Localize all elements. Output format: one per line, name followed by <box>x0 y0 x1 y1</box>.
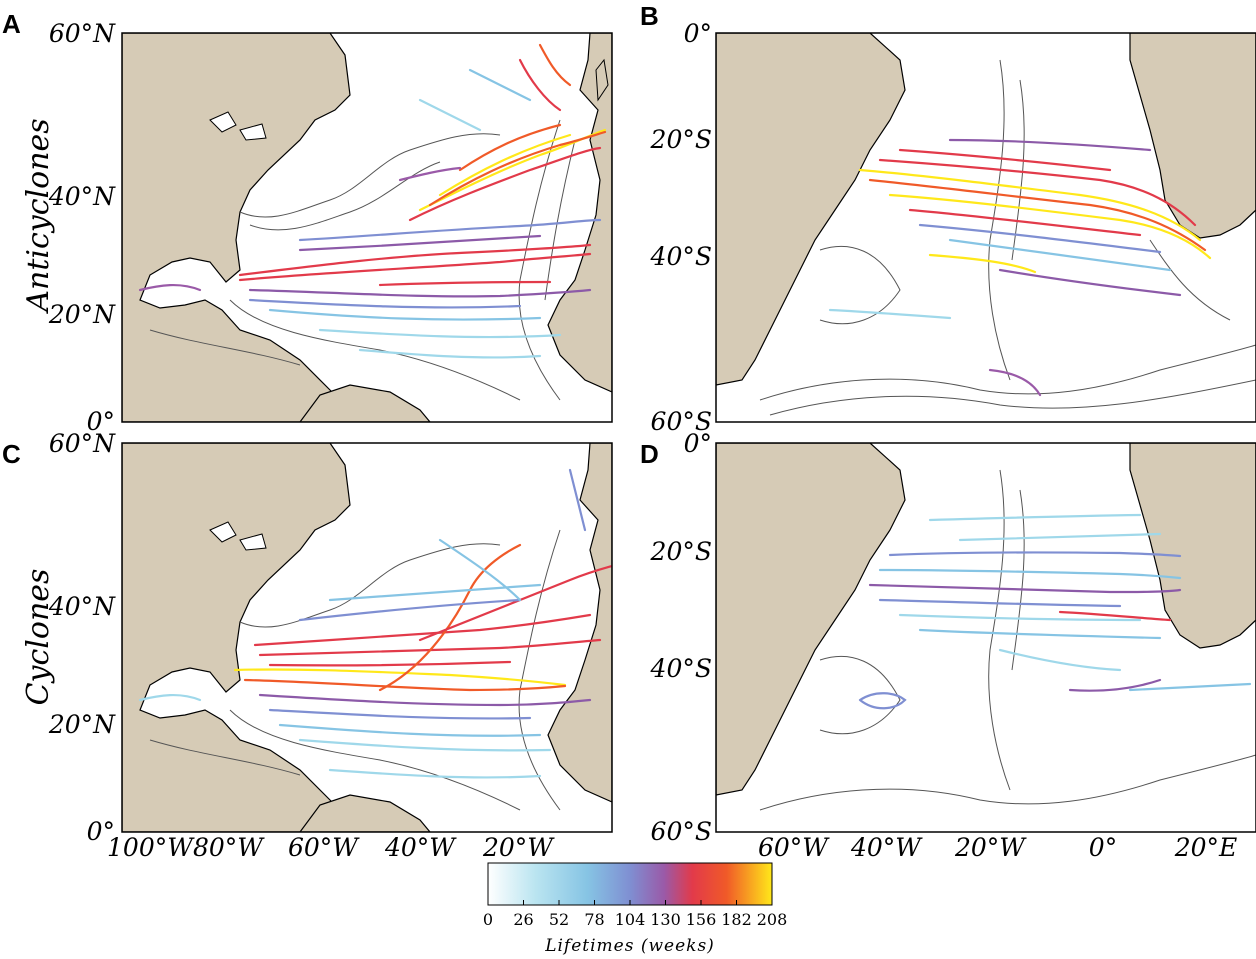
y-tick-d-2: 40°S <box>650 654 712 683</box>
x-tick-c-2: 60°W <box>288 833 360 862</box>
y-tick-d-3: 60°S <box>651 817 712 846</box>
x-tick-d-4: 20°E <box>1174 833 1238 862</box>
y-tick-d-1: 20°S <box>650 537 712 566</box>
y-tick-c-3: 0° <box>87 817 115 846</box>
colorbar-tick-label: 78 <box>584 910 604 929</box>
panel-a: A 60°N 40°N 20°N 0° <box>2 9 613 436</box>
landmass-africa <box>1129 443 1256 649</box>
colorbar-title: Lifetimes (weeks) <box>544 936 715 956</box>
panel-label-a: A <box>2 9 21 39</box>
panel-d: D 0° 20°S 40°S 60°S 60°W 40°W 20°W 0° 20… <box>640 429 1256 862</box>
x-tick-d-0: 60°W <box>758 833 830 862</box>
panel-label-d: D <box>640 439 659 469</box>
panel-c: C 60°N 40°N 20°N 0° 100°W 80°W 60°W 40°W… <box>2 429 613 862</box>
landmass-europe-africa <box>547 443 612 803</box>
y-tick-a-0: 60°N <box>49 19 116 48</box>
panel-b: B 0° 20°S 40°S 60°S <box>640 1 1256 436</box>
landmass-north-america <box>122 33 361 422</box>
colorbar-tick-label: 156 <box>686 910 717 929</box>
row-label-anticyclones: Anticyclones <box>21 118 56 314</box>
row-label-cyclones: Cyclones <box>21 569 56 706</box>
y-tick-c-0: 60°N <box>49 429 116 458</box>
y-tick-a-3: 0° <box>87 407 115 436</box>
landmass-south-america <box>299 794 431 832</box>
y-tick-a-1: 40°N <box>48 182 116 211</box>
colorbar-tick-label: 26 <box>513 910 533 929</box>
x-tick-d-2: 20°W <box>954 833 1027 862</box>
y-tick-a-2: 20°N <box>48 300 116 329</box>
landmass-north-america <box>122 443 361 832</box>
colorbar-tick-label: 0 <box>483 910 493 929</box>
x-tick-c-0: 100°W <box>107 833 195 862</box>
x-tick-c-4: 20°W <box>482 833 555 862</box>
x-tick-c-3: 40°W <box>384 833 457 862</box>
y-tick-b-1: 20°S <box>650 125 712 154</box>
colorbar: 0 26 52 78 104 130 156 182 208 Lifetimes (weeks) <box>483 862 788 956</box>
landmass-south-america <box>299 384 431 422</box>
x-tick-d-3: 0° <box>1089 833 1117 862</box>
landmass-europe-africa <box>547 33 612 393</box>
y-tick-c-1: 40°N <box>48 592 116 621</box>
y-tick-b-2: 40°S <box>650 242 712 271</box>
colorbar-tick-label: 104 <box>615 910 646 929</box>
landmass-south-america <box>716 33 906 386</box>
panel-label-c: C <box>2 439 21 469</box>
colorbar-gradient <box>487 862 773 906</box>
y-tick-d-0: 0° <box>684 429 712 458</box>
colorbar-tick-label: 130 <box>650 910 681 929</box>
x-tick-d-1: 40°W <box>850 833 923 862</box>
colorbar-tick-label: 52 <box>549 910 569 929</box>
landmass-south-america <box>716 443 906 796</box>
panel-label-b: B <box>640 1 659 31</box>
x-tick-c-1: 80°W <box>193 833 265 862</box>
colorbar-tick-label: 182 <box>721 910 752 929</box>
y-tick-b-0: 0° <box>684 19 712 48</box>
colorbar-tick-label: 208 <box>757 910 788 929</box>
y-tick-c-2: 20°N <box>48 710 116 739</box>
y-tick-b-3: 60°S <box>651 407 712 436</box>
